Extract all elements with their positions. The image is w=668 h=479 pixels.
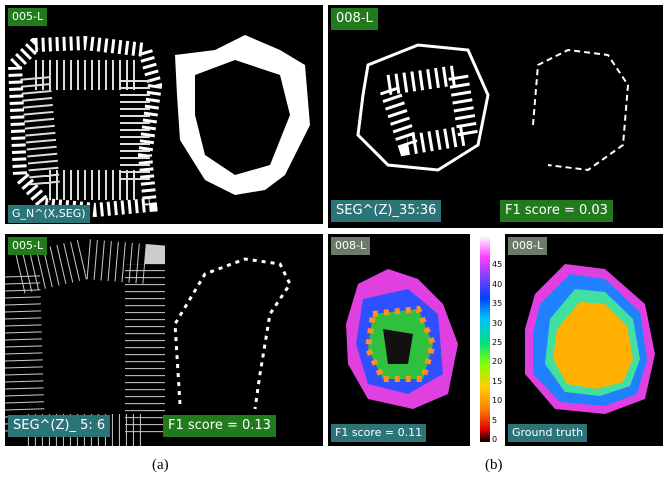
- caption: (b): [485, 457, 503, 473]
- gt-label: Ground truth: [508, 424, 588, 442]
- colorbar-tick-label: 15: [492, 376, 503, 386]
- segmentation-image: [5, 238, 292, 446]
- id-label: 008-L: [508, 237, 548, 255]
- segmentation-image: [356, 43, 630, 172]
- id-label: 005-L: [8, 237, 48, 255]
- colorbar-tick-label: 20: [492, 357, 503, 367]
- score-label: F1 score = 0.13: [163, 415, 276, 437]
- colorbar-tick-label: 35: [492, 299, 503, 309]
- heatmap-image: [525, 264, 655, 414]
- outline: [356, 43, 490, 172]
- blobs: [7, 35, 310, 218]
- colorbar-tick-label: 25: [492, 338, 503, 347]
- colorbar-tick-label: 0: [492, 435, 498, 444]
- heatmap-image: [346, 269, 458, 409]
- colorbar-tick-label: 30: [492, 318, 503, 328]
- score-label: F1 score = 0.11: [331, 424, 427, 442]
- id-label: 008-L: [331, 8, 378, 30]
- outline: [173, 257, 292, 410]
- colorbar-tick-label: 10: [492, 396, 503, 406]
- score-label: F1 score = 0.03: [500, 200, 613, 222]
- method-label: SEG^(Z)_ 5: 6: [8, 415, 111, 437]
- method-label: G_N^(X,SEG): [8, 205, 90, 223]
- id-label: 005-L: [8, 8, 48, 26]
- method-label: SEG^(Z)_35:36: [331, 200, 442, 222]
- panel-a-bottom: 005-L SEG^(Z)_ 5: 6 F1 score = 0.13: [5, 234, 323, 446]
- colorbar-tick-label: 45: [492, 260, 503, 270]
- heat-hole: [383, 329, 413, 364]
- panel-a-top: 005-L G_N^(X,SEG): [5, 5, 323, 224]
- speckle: [374, 63, 480, 157]
- gt-core: [553, 302, 633, 389]
- caption: (a): [152, 457, 169, 473]
- colorbar: [480, 236, 490, 442]
- outline: [532, 48, 630, 172]
- colorbar-tick-label: 40: [492, 279, 503, 289]
- panel-b-bottom-left: 008-L F1 score = 0.11: [328, 234, 470, 446]
- speckle: [5, 238, 165, 446]
- segmentation-image: [7, 35, 310, 218]
- panel-b-top: 008-L SEG^(Z)_35:36 F1 score = 0.03: [328, 5, 663, 228]
- colorbar-tick-label: 5: [492, 415, 498, 425]
- panel-b-bottom-right: 008-L Ground truth: [505, 234, 663, 446]
- id-label: 008-L: [331, 237, 371, 255]
